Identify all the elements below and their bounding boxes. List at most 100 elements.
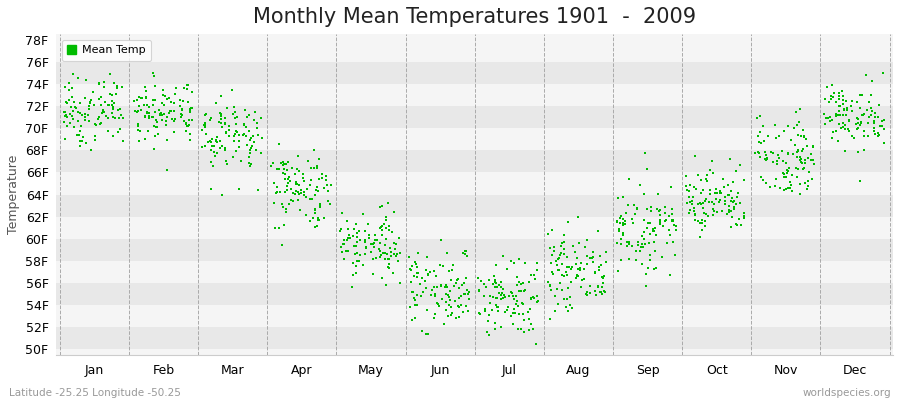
Point <box>404 279 419 285</box>
Point <box>496 253 510 259</box>
Point <box>148 73 162 79</box>
Point <box>106 106 121 112</box>
Point <box>638 150 652 156</box>
Point <box>515 300 529 306</box>
Point <box>823 118 837 124</box>
Point <box>620 239 634 246</box>
Point <box>405 289 419 295</box>
Bar <box>57 194 893 217</box>
Point <box>275 170 290 176</box>
Point <box>183 137 197 144</box>
Point <box>669 227 683 234</box>
Point <box>528 276 543 282</box>
Point <box>103 91 117 97</box>
Point <box>244 161 258 167</box>
Point <box>780 170 795 176</box>
Point <box>226 111 240 117</box>
Point <box>840 105 854 111</box>
Point <box>444 277 458 283</box>
Point <box>713 190 727 197</box>
Point <box>249 146 264 153</box>
Point <box>679 183 693 189</box>
Point <box>681 188 696 194</box>
Point <box>609 219 624 225</box>
Point <box>358 228 373 235</box>
Point <box>620 243 634 249</box>
Point <box>58 112 73 118</box>
Point <box>776 158 790 164</box>
Point <box>182 122 196 128</box>
Point <box>557 239 572 246</box>
Point <box>92 80 106 86</box>
Point <box>652 208 666 215</box>
Point <box>500 266 514 272</box>
Point <box>526 293 541 300</box>
Point <box>629 247 643 254</box>
Point <box>593 253 608 259</box>
Point <box>794 133 808 139</box>
Point <box>546 271 561 277</box>
Point <box>795 160 809 166</box>
Point <box>175 107 189 113</box>
Point <box>837 106 851 112</box>
Point <box>508 292 523 299</box>
Point <box>413 281 428 287</box>
Point <box>610 240 625 246</box>
Point <box>832 90 847 96</box>
Point <box>248 109 262 116</box>
Point <box>634 260 649 267</box>
Point <box>348 221 363 228</box>
Point <box>580 237 595 243</box>
Point <box>423 268 437 275</box>
Point <box>402 304 417 310</box>
Point <box>582 290 597 296</box>
Point <box>359 245 374 251</box>
Point <box>106 114 121 120</box>
Point <box>210 149 224 156</box>
Point <box>378 249 392 256</box>
Point <box>800 143 814 150</box>
Point <box>825 82 840 88</box>
Point <box>506 293 520 300</box>
Point <box>65 84 79 91</box>
Point <box>104 71 118 77</box>
Point <box>65 113 79 119</box>
Point <box>237 122 251 128</box>
Point <box>292 182 306 188</box>
Point <box>65 94 79 100</box>
Point <box>577 266 591 272</box>
Point <box>337 240 351 247</box>
Point <box>594 289 608 295</box>
Point <box>512 311 526 318</box>
Point <box>282 174 296 180</box>
Point <box>854 112 868 118</box>
Point <box>621 201 635 208</box>
Point <box>553 252 567 258</box>
Point <box>181 99 195 106</box>
Point <box>570 272 584 279</box>
Point <box>428 291 443 297</box>
Point <box>108 115 122 122</box>
Point <box>83 100 97 106</box>
Point <box>630 239 644 245</box>
Point <box>449 279 464 286</box>
Point <box>864 92 878 98</box>
Point <box>156 86 170 93</box>
Point <box>529 293 544 299</box>
Point <box>402 266 417 272</box>
Point <box>237 131 251 137</box>
Point <box>544 227 559 233</box>
Point <box>83 99 97 106</box>
Point <box>725 198 740 205</box>
Point <box>646 228 661 235</box>
Point <box>560 253 574 260</box>
Point <box>459 275 473 281</box>
Point <box>531 298 545 304</box>
Point <box>873 122 887 129</box>
Point <box>382 264 396 271</box>
Point <box>229 128 243 134</box>
Point <box>378 242 392 248</box>
Point <box>77 94 92 101</box>
Point <box>379 217 393 224</box>
Point <box>150 124 165 130</box>
